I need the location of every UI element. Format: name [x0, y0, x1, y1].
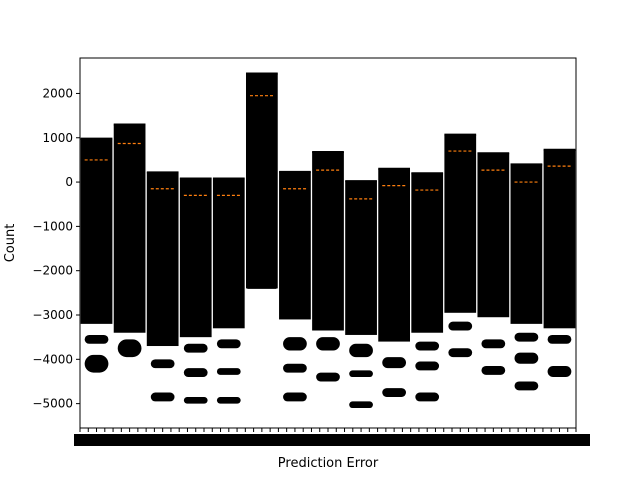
x-axis-label: Prediction Error: [278, 456, 379, 471]
outlier-band: [382, 357, 407, 369]
outlier-band: [481, 339, 506, 349]
y-tick-label: −5000: [32, 397, 73, 411]
outlier-band: [382, 388, 407, 397]
box-group: [345, 181, 377, 335]
outlier-band: [514, 381, 539, 391]
outlier-band: [415, 341, 440, 351]
outlier-band: [349, 370, 373, 378]
box-group: [543, 149, 576, 329]
outlier-band: [349, 343, 373, 358]
outlier-band: [415, 392, 440, 402]
outlier-band: [216, 368, 241, 375]
y-tick-label: −2000: [32, 264, 73, 278]
x-tick-labels-overlap: [74, 434, 590, 446]
y-tick-label: −1000: [32, 219, 73, 233]
outlier-band: [316, 372, 340, 382]
x-axis: [74, 428, 590, 446]
box-group: [113, 124, 146, 333]
outlier-band: [547, 334, 572, 344]
box-group: [279, 171, 311, 320]
box-group: [212, 178, 245, 329]
outlier-band: [84, 354, 109, 373]
box-group: [146, 172, 179, 347]
outlier-band: [283, 363, 307, 373]
outlier-band: [150, 359, 175, 369]
outlier-band: [514, 352, 539, 364]
outlier-band: [349, 401, 373, 409]
outlier-band: [183, 396, 208, 404]
plot-area: [80, 72, 576, 409]
y-tick-label: 1000: [42, 131, 73, 145]
y-tick-label: 0: [65, 175, 73, 189]
box-group: [312, 151, 344, 331]
outlier-band: [216, 339, 241, 349]
outlier-band: [183, 343, 208, 353]
outlier-band: [117, 339, 142, 358]
outlier-band: [183, 368, 208, 378]
outlier-band: [547, 365, 572, 378]
box-group: [510, 164, 543, 324]
box-group: [411, 173, 444, 333]
box-group: [245, 73, 278, 289]
outlier-band: [448, 348, 473, 358]
outlier-band: [415, 361, 440, 371]
outlier-band: [448, 321, 473, 331]
y-axis-label: Count: [3, 224, 18, 263]
outlier-band: [316, 337, 340, 351]
box-group: [378, 168, 411, 342]
box-group: [477, 153, 510, 318]
y-tick-label: −3000: [32, 308, 73, 322]
outlier-band: [283, 392, 307, 402]
box-group: [179, 178, 212, 338]
outlier-band: [150, 392, 175, 402]
y-tick-label: −4000: [32, 352, 73, 366]
box-group: [80, 138, 113, 324]
outlier-band: [283, 337, 307, 351]
outlier-band: [84, 334, 109, 344]
outlier-band: [216, 396, 241, 404]
outlier-band: [481, 365, 506, 375]
y-tick-label: 2000: [42, 86, 73, 100]
y-axis: 2000 1000 0 −1000 −2000 −3000 −4000 −5000: [32, 86, 80, 411]
outlier-band: [514, 332, 539, 342]
box-group: [444, 134, 477, 313]
axes-frame: [79, 57, 577, 429]
